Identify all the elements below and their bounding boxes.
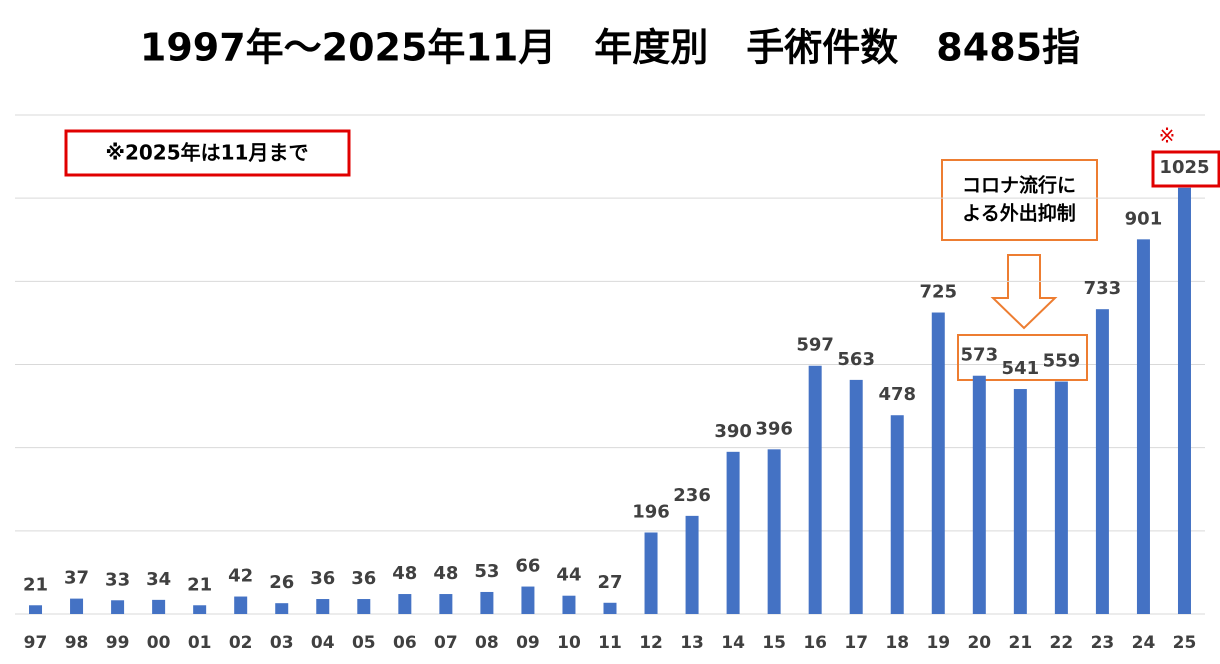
value-label: 66 (515, 556, 540, 577)
bar (562, 595, 576, 614)
value-label: 21 (23, 574, 48, 595)
x-tick-label: 97 (24, 633, 48, 653)
value-label: 196 (632, 501, 670, 522)
x-tick-label: 11 (598, 633, 622, 653)
value-label: 541 (1002, 358, 1040, 379)
bar (890, 415, 904, 614)
bar (275, 603, 289, 614)
value-label: 559 (1043, 351, 1081, 372)
bar (685, 515, 699, 614)
bar (849, 379, 863, 614)
x-tick-label: 05 (352, 633, 376, 653)
bar (767, 449, 781, 614)
bar (398, 594, 412, 614)
x-tick-label: 19 (926, 633, 950, 653)
value-label: 34 (146, 569, 171, 590)
highlight-box (957, 334, 1088, 381)
bar (644, 532, 658, 614)
value-label: 396 (755, 418, 793, 439)
bar (439, 594, 453, 614)
footnote-mark: ※ (1159, 124, 1176, 148)
x-tick-label: 22 (1050, 633, 1074, 653)
annotation-box (941, 159, 1098, 241)
bar (152, 599, 166, 614)
bar (357, 599, 371, 614)
bar (603, 602, 617, 614)
value-label: 21 (187, 574, 212, 595)
bar (1136, 239, 1150, 614)
bar (111, 600, 125, 614)
x-tick-label: 20 (967, 633, 991, 653)
chart-title: 1997年～2025年11月 年度別 手術件数 8485指 (140, 26, 1080, 70)
annotation-line: よる外出抑制 (962, 202, 1075, 225)
value-label: 597 (796, 335, 834, 356)
x-tick-label: 12 (639, 633, 663, 653)
x-tick-label: 24 (1132, 633, 1156, 653)
bar (480, 591, 494, 614)
bar (193, 605, 207, 614)
x-tick-label: 06 (393, 633, 417, 653)
bar (1054, 381, 1068, 614)
bar (1095, 309, 1109, 614)
bar (1013, 389, 1027, 614)
value-label: 733 (1084, 278, 1122, 299)
x-tick-label: 04 (311, 633, 335, 653)
bar (931, 312, 945, 614)
x-tick-label: 00 (147, 633, 171, 653)
value-label: 27 (597, 572, 622, 593)
x-tick-label: 08 (475, 633, 499, 653)
highlight-box (1151, 150, 1220, 188)
x-tick-label: 21 (1009, 633, 1033, 653)
bar (234, 596, 248, 614)
value-label: 563 (837, 349, 875, 370)
x-tick-label: 09 (516, 633, 540, 653)
value-label: 573 (961, 345, 999, 366)
value-label: 478 (878, 384, 916, 405)
arrow (990, 254, 1058, 330)
value-label: 37 (64, 568, 89, 589)
x-tick-label: 07 (434, 633, 458, 653)
bar (521, 586, 535, 614)
value-label: 48 (392, 563, 417, 584)
x-tick-label: 01 (188, 633, 212, 653)
bar (29, 605, 43, 614)
bar (1177, 187, 1191, 615)
value-label: 390 (714, 421, 752, 442)
value-label: 36 (351, 568, 376, 589)
x-tick-label: 99 (106, 633, 130, 653)
x-tick-label: 18 (885, 633, 909, 653)
bar (808, 365, 822, 614)
value-label: 42 (228, 566, 253, 587)
x-tick-label: 10 (557, 633, 581, 653)
x-tick-label: 13 (680, 633, 704, 653)
bar (726, 451, 740, 614)
value-label: 53 (474, 561, 499, 582)
x-tick-label: 23 (1091, 633, 1115, 653)
value-label: 725 (919, 282, 957, 303)
x-tick-label: 02 (229, 633, 253, 653)
x-tick-label: 17 (844, 633, 868, 653)
value-label: 48 (433, 563, 458, 584)
annotation-line: コロナ流行に (962, 174, 1076, 197)
note: ※2025年は11月まで (106, 141, 309, 165)
value-label: 1025 (1159, 157, 1209, 178)
x-tick-label: 25 (1173, 633, 1197, 653)
x-tick-label: 15 (762, 633, 786, 653)
bar (972, 375, 986, 614)
value-label: 36 (310, 568, 335, 589)
x-tick-label: 98 (65, 633, 89, 653)
value-label: 901 (1125, 208, 1163, 229)
value-label: 33 (105, 569, 130, 590)
x-tick-label: 14 (721, 633, 745, 653)
x-tick-label: 16 (803, 633, 827, 653)
x-tick-label: 03 (270, 633, 294, 653)
value-label: 44 (556, 565, 581, 586)
note-box (64, 129, 351, 177)
bar (316, 599, 330, 614)
bar (70, 598, 84, 614)
value-label: 236 (673, 485, 711, 506)
value-label: 26 (269, 572, 294, 593)
